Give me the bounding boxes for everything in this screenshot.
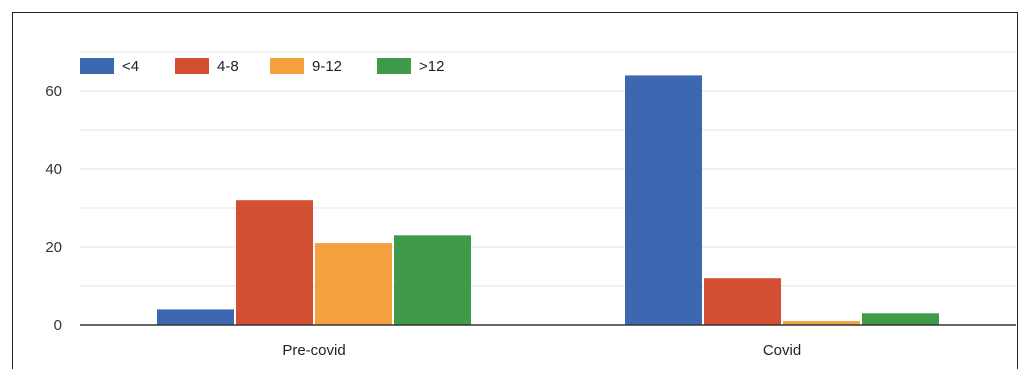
bar-covid-series-4 xyxy=(862,313,939,325)
bars xyxy=(157,75,939,326)
legend-label: >12 xyxy=(419,58,444,75)
legend-label: <4 xyxy=(122,58,139,75)
y-tick-label: 20 xyxy=(45,239,62,256)
bar-pre-covid-series-2 xyxy=(236,200,313,325)
legend-swatch xyxy=(175,58,209,74)
bar-pre-covid-series-1 xyxy=(157,309,234,325)
bar-covid-series-1 xyxy=(625,75,702,326)
bar-covid-series-2 xyxy=(704,278,781,325)
y-tick-label: 0 xyxy=(54,317,62,334)
legend-swatch xyxy=(80,58,114,74)
x-axis-categories: Pre-covid Covid xyxy=(282,342,801,359)
y-axis-ticks: 0 20 40 60 xyxy=(45,83,62,334)
legend-swatch xyxy=(270,58,304,74)
legend-label: 4-8 xyxy=(217,58,239,75)
y-tick-label: 60 xyxy=(45,83,62,100)
bar-pre-covid-series-4 xyxy=(394,235,471,325)
bar-covid-series-3 xyxy=(783,321,860,325)
legend-swatch xyxy=(377,58,411,74)
x-category-label: Covid xyxy=(763,342,801,359)
gridlines xyxy=(80,51,1016,287)
x-category-label: Pre-covid xyxy=(282,342,345,359)
legend: <4 4-8 9-12 >12 xyxy=(80,58,444,75)
y-tick-label: 40 xyxy=(45,161,62,178)
legend-label: 9-12 xyxy=(312,58,342,75)
chart-frame xyxy=(12,12,1018,369)
bar-pre-covid-series-3 xyxy=(315,243,392,325)
